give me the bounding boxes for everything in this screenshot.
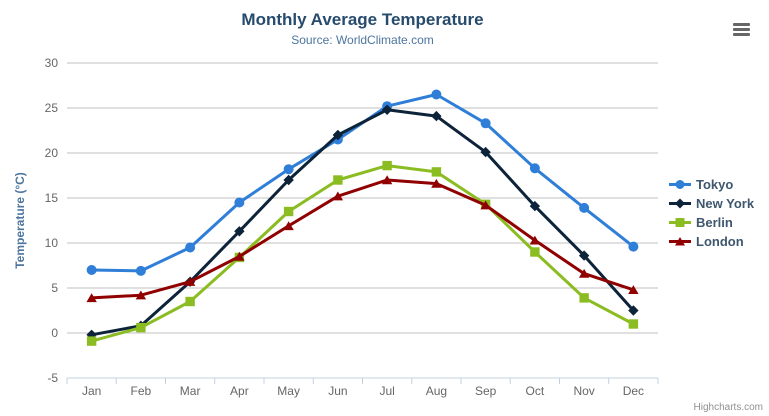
legend-item-label: Tokyo — [696, 177, 734, 192]
series-line-berlin — [90, 164, 635, 343]
x-axis-label: Mar — [180, 384, 201, 398]
data-point-london-sep[interactable] — [480, 200, 491, 210]
data-point-berlin-nov[interactable] — [579, 293, 589, 303]
data-point-berlin-mar[interactable] — [185, 296, 195, 307]
chart-title: Monthly Average Temperature — [241, 10, 484, 29]
data-point-new-york-nov[interactable] — [578, 250, 590, 261]
legend-item-label: London — [696, 234, 744, 249]
data-point-london-apr[interactable] — [234, 251, 245, 261]
data-point-tokyo-oct[interactable] — [529, 163, 540, 174]
data-point-london-dec[interactable] — [628, 285, 639, 294]
data-point-berlin-dec[interactable] — [628, 319, 639, 329]
data-point-new-york-aug[interactable] — [431, 110, 442, 122]
data-point-berlin-jul[interactable] — [382, 160, 392, 171]
y-axis-label: 5 — [51, 281, 58, 295]
data-point-berlin-jun[interactable] — [333, 175, 343, 185]
legend-item-label: New York — [696, 196, 755, 211]
data-point-new-york-oct[interactable] — [529, 200, 541, 212]
series-line-new-york — [90, 108, 635, 337]
data-point-berlin-oct[interactable] — [530, 247, 540, 257]
credits-link[interactable]: Highcharts.com — [693, 402, 763, 413]
series-new-york[interactable] — [86, 104, 639, 340]
triangle-marker-icon — [669, 237, 691, 246]
x-axis-label: Jun — [328, 384, 347, 398]
data-point-new-york-jun[interactable] — [332, 129, 344, 141]
x-axis-label: Dec — [623, 384, 644, 398]
x-axis-label: Aug — [426, 384, 447, 398]
data-point-berlin-feb[interactable] — [136, 322, 146, 333]
data-point-tokyo-jan[interactable] — [86, 265, 97, 275]
series-london[interactable] — [86, 175, 639, 303]
x-axis-label: Jul — [379, 384, 394, 398]
data-point-london-jul[interactable] — [381, 175, 393, 185]
data-point-tokyo-nov[interactable] — [579, 202, 590, 213]
hamburger-icon — [733, 23, 751, 36]
data-point-tokyo-apr[interactable] — [234, 197, 245, 208]
data-point-new-york-jul[interactable] — [381, 104, 393, 115]
data-point-berlin-aug[interactable] — [431, 167, 442, 177]
data-point-london-jan[interactable] — [86, 293, 97, 303]
export-menu-button[interactable] — [729, 18, 755, 40]
data-point-new-york-dec[interactable] — [628, 305, 639, 316]
square-marker-icon — [669, 218, 691, 227]
data-point-new-york-apr[interactable] — [234, 226, 245, 237]
diamond-marker-icon — [669, 198, 691, 209]
data-point-london-nov[interactable] — [578, 268, 590, 278]
x-axis-label: Feb — [131, 384, 152, 398]
y-axis-label: 25 — [45, 101, 59, 115]
series-line-london — [90, 178, 635, 300]
data-point-tokyo-feb[interactable] — [135, 265, 146, 276]
legend: Tokyo New York Berlin London — [669, 177, 754, 249]
x-axis-label: Nov — [573, 384, 594, 398]
data-point-london-aug[interactable] — [431, 178, 442, 188]
legend-item-berlin[interactable]: Berlin — [669, 215, 754, 230]
x-axis-label: May — [277, 384, 300, 398]
data-point-tokyo-may[interactable] — [283, 164, 294, 175]
data-point-new-york-sep[interactable] — [480, 146, 491, 158]
y-axis-label: 10 — [45, 236, 59, 250]
x-axis-label: Sep — [475, 384, 497, 398]
series-tokyo[interactable] — [86, 89, 639, 276]
y-axis-title: Temperature (°C) — [13, 172, 27, 269]
legend-item-tokyo[interactable]: Tokyo — [669, 177, 754, 192]
data-point-tokyo-aug[interactable] — [431, 89, 442, 100]
legend-item-new-york[interactable]: New York — [669, 196, 754, 211]
y-axis-label: 30 — [45, 56, 59, 70]
data-point-london-jun[interactable] — [332, 191, 344, 201]
data-point-london-feb[interactable] — [135, 290, 147, 300]
y-axis-label: 20 — [45, 146, 59, 160]
y-axis-label: -5 — [47, 371, 58, 385]
data-point-tokyo-dec[interactable] — [628, 241, 639, 252]
legend-item-london[interactable]: London — [669, 234, 754, 249]
circle-marker-icon — [669, 180, 691, 189]
data-point-berlin-may[interactable] — [283, 206, 294, 217]
data-point-london-mar[interactable] — [184, 277, 196, 286]
legend-item-label: Berlin — [696, 215, 733, 230]
data-point-tokyo-sep[interactable] — [480, 118, 491, 129]
data-point-berlin-jan[interactable] — [86, 336, 97, 346]
data-point-london-oct[interactable] — [529, 235, 541, 245]
data-point-london-may[interactable] — [283, 221, 294, 231]
x-axis-label: Jan — [82, 384, 101, 398]
x-axis-label: Apr — [230, 384, 249, 398]
y-axis-label: 0 — [51, 326, 58, 340]
y-axis-label: 15 — [45, 191, 59, 205]
data-point-new-york-may[interactable] — [283, 174, 294, 186]
chart-subtitle: Source: WorldClimate.com — [291, 33, 434, 47]
x-axis-label: Oct — [526, 384, 545, 398]
data-point-tokyo-mar[interactable] — [185, 242, 196, 253]
